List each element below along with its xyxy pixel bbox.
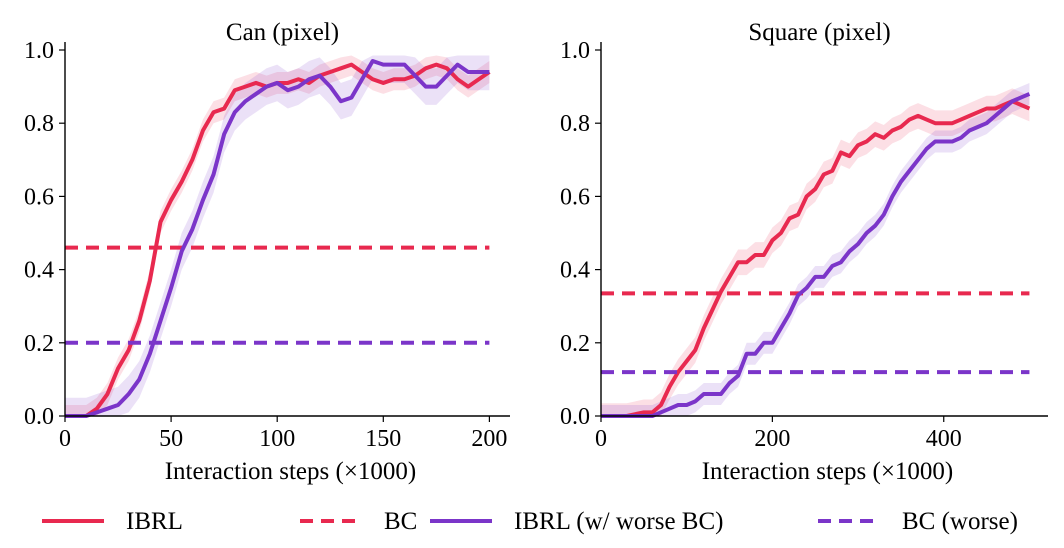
chart-title: Can (pixel): [226, 19, 339, 46]
x-tick-label: 150: [365, 426, 401, 452]
x-tick-label: 200: [754, 426, 790, 452]
series-line-ibrl: [601, 99, 1031, 418]
subplot-1: Can (pixel) 0.0 0.2 0.4 0.6 0.8 1.0 0 50 100 150 20…: [24, 19, 510, 485]
x-tick-label: 100: [259, 426, 295, 452]
legend-label: BC (worse): [902, 508, 1018, 535]
legend-item-2: BC: [300, 508, 417, 535]
series-line-ibrl-w-worse-bc: [601, 92, 1031, 418]
x-tick-label: 50: [159, 426, 183, 452]
y-tick-label: 0.0: [560, 404, 590, 430]
y-tick-label: 0.2: [24, 331, 54, 357]
y-tick-label: 0.4: [24, 258, 54, 284]
subplot-2: Square (pixel) 0.0 0.2 0.4 0.6 0.8 1.0 0 200 400 I…: [560, 19, 1048, 485]
plots: Can (pixel) 0.0 0.2 0.4 0.6 0.8 1.0 0 50 100 150 20…: [24, 19, 1048, 485]
x-axis-label: Interaction steps (×1000): [165, 458, 417, 485]
x-axis-label: Interaction steps (×1000): [702, 458, 954, 485]
confidence-band: [601, 82, 1030, 416]
y-tick-label: 1.0: [560, 38, 590, 64]
x-tick-label: 400: [926, 426, 962, 452]
y-tick-label: 0.6: [24, 184, 54, 210]
x-tick-label: 0: [59, 426, 71, 452]
series-line-ibrl-w-worse-bc: [65, 58, 490, 418]
x-tick-label: 0: [595, 426, 607, 452]
legend-item-3: IBRL (w/ worse BC): [430, 508, 723, 535]
y-tick-label: 0.8: [560, 111, 590, 137]
y-tick-label: 0.6: [560, 184, 590, 210]
legend-item-1: IBRL: [42, 508, 183, 535]
legend-item-4: BC (worse): [818, 508, 1018, 535]
legend-label: IBRL (w/ worse BC): [514, 508, 723, 535]
y-tick-label: 0.4: [560, 258, 590, 284]
y-tick-label: 1.0: [24, 38, 54, 64]
y-tick-label: 0.8: [24, 111, 54, 137]
chart-title: Square (pixel): [748, 19, 890, 46]
y-tick-label: 0.2: [560, 331, 590, 357]
x-tick-label: 200: [471, 426, 507, 452]
legend: IBRL BC IBRL (w/ worse BC) BC (worse): [42, 508, 1018, 535]
legend-label: IBRL: [126, 508, 183, 535]
legend-label: BC: [384, 508, 417, 535]
y-tick-label: 0.0: [24, 404, 54, 430]
series-line-ibrl: [65, 62, 491, 418]
confidence-band: [65, 55, 490, 417]
confidence-band: [65, 55, 490, 417]
